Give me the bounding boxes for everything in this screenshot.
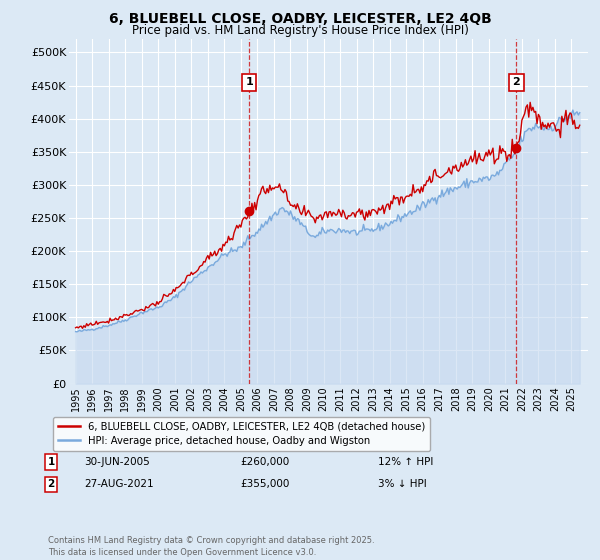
Text: 1: 1 bbox=[245, 77, 253, 87]
Text: Contains HM Land Registry data © Crown copyright and database right 2025.
This d: Contains HM Land Registry data © Crown c… bbox=[48, 536, 374, 557]
Legend: 6, BLUEBELL CLOSE, OADBY, LEICESTER, LE2 4QB (detached house), HPI: Average pric: 6, BLUEBELL CLOSE, OADBY, LEICESTER, LE2… bbox=[53, 417, 430, 451]
Text: 30-JUN-2005: 30-JUN-2005 bbox=[84, 457, 150, 467]
Text: £260,000: £260,000 bbox=[240, 457, 289, 467]
Text: 2: 2 bbox=[512, 77, 520, 87]
Text: 12% ↑ HPI: 12% ↑ HPI bbox=[378, 457, 433, 467]
Text: 27-AUG-2021: 27-AUG-2021 bbox=[84, 479, 154, 489]
Text: 2: 2 bbox=[47, 479, 55, 489]
Text: 3% ↓ HPI: 3% ↓ HPI bbox=[378, 479, 427, 489]
Text: 6, BLUEBELL CLOSE, OADBY, LEICESTER, LE2 4QB: 6, BLUEBELL CLOSE, OADBY, LEICESTER, LE2… bbox=[109, 12, 491, 26]
Text: 1: 1 bbox=[47, 457, 55, 467]
Text: £355,000: £355,000 bbox=[240, 479, 289, 489]
Text: Price paid vs. HM Land Registry's House Price Index (HPI): Price paid vs. HM Land Registry's House … bbox=[131, 24, 469, 36]
